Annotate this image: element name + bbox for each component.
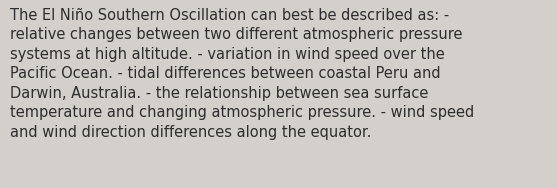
Text: The El Niño Southern Oscillation can best be described as: -
relative changes be: The El Niño Southern Oscillation can bes… (10, 8, 474, 140)
